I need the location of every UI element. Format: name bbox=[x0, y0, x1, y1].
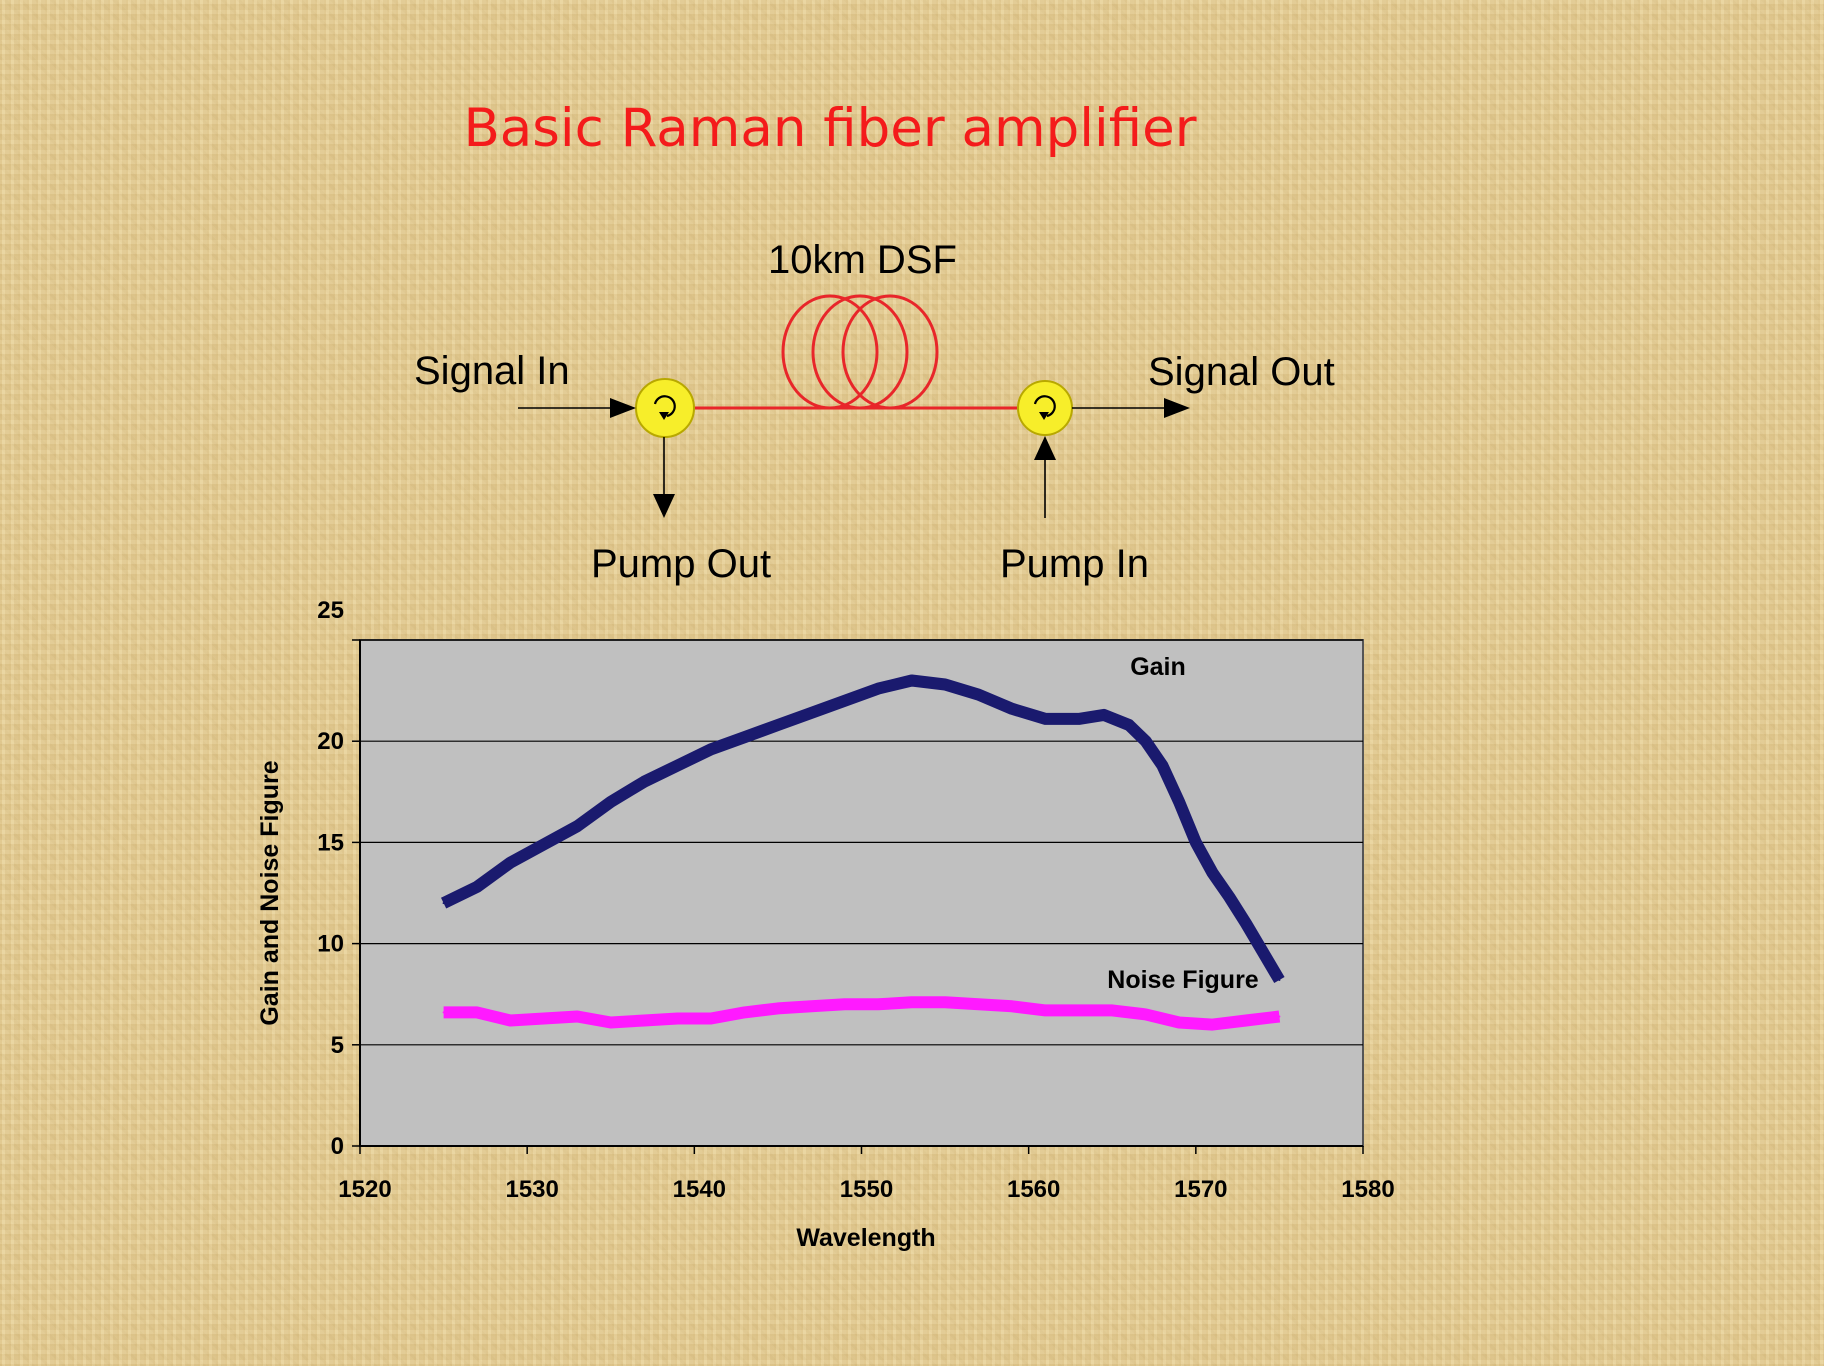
data-point bbox=[1278, 979, 1281, 982]
data-point bbox=[710, 1017, 713, 1020]
data-point bbox=[810, 711, 813, 714]
data-point bbox=[1211, 1023, 1214, 1026]
data-point bbox=[676, 1017, 679, 1020]
data-point bbox=[476, 885, 479, 888]
data-point bbox=[1161, 764, 1164, 767]
data-point bbox=[944, 1001, 947, 1004]
x-tick-label: 1540 bbox=[673, 1176, 726, 1203]
data-point bbox=[1244, 922, 1247, 925]
data-point bbox=[1127, 724, 1130, 727]
data-point bbox=[576, 825, 579, 828]
data-point bbox=[1010, 707, 1013, 710]
plot-area bbox=[359, 639, 1364, 1147]
data-point bbox=[1194, 841, 1197, 844]
data-point bbox=[542, 843, 545, 846]
data-point bbox=[1144, 740, 1147, 743]
data-point bbox=[576, 1015, 579, 1018]
data-point bbox=[609, 800, 612, 803]
data-point bbox=[810, 1005, 813, 1008]
y-tick-label: 5 bbox=[331, 1032, 344, 1059]
pump-out-arrow bbox=[653, 437, 675, 518]
data-point bbox=[1102, 713, 1105, 716]
data-point bbox=[877, 1003, 880, 1006]
x-tick-label: 1550 bbox=[840, 1176, 893, 1203]
output-circulator bbox=[1017, 380, 1073, 436]
signal-in-arrow bbox=[518, 398, 636, 418]
data-point bbox=[542, 1017, 545, 1020]
x-axis-title: Wavelength bbox=[796, 1224, 935, 1252]
data-point bbox=[1211, 871, 1214, 874]
data-point bbox=[1144, 1013, 1147, 1016]
data-point bbox=[509, 1019, 512, 1022]
data-point bbox=[676, 764, 679, 767]
data-point bbox=[476, 1011, 479, 1014]
data-point bbox=[977, 1003, 980, 1006]
slide-title: Basic Raman fiber amplifier bbox=[463, 98, 1197, 159]
data-point bbox=[1178, 1021, 1181, 1024]
pump-in-arrow bbox=[1034, 436, 1056, 518]
y-axis-title: Gain and Noise Figure bbox=[256, 760, 284, 1025]
data-point bbox=[1228, 896, 1231, 899]
data-point bbox=[643, 780, 646, 783]
data-point bbox=[710, 748, 713, 751]
data-point bbox=[509, 861, 512, 864]
data-point bbox=[442, 1011, 445, 1014]
data-point bbox=[1111, 1009, 1114, 1012]
data-point bbox=[1077, 1009, 1080, 1012]
x-tick-label: 1530 bbox=[505, 1176, 558, 1203]
data-point bbox=[1044, 717, 1047, 720]
pump-in-label: Pump In bbox=[1000, 542, 1149, 586]
data-point bbox=[442, 902, 445, 905]
data-point bbox=[910, 679, 913, 682]
data-point bbox=[776, 1007, 779, 1010]
data-point bbox=[1178, 800, 1181, 803]
x-tick-label: 1580 bbox=[1341, 1176, 1394, 1203]
data-point bbox=[1044, 1009, 1047, 1012]
data-point bbox=[944, 683, 947, 686]
data-point bbox=[1244, 1019, 1247, 1022]
data-point bbox=[1278, 1015, 1281, 1018]
y-tick-label: 10 bbox=[317, 931, 344, 958]
raman-amplifier-diagram bbox=[518, 294, 1190, 518]
data-point bbox=[743, 736, 746, 739]
x-tick-label: 1560 bbox=[1007, 1176, 1060, 1203]
signal-in-label: Signal In bbox=[414, 349, 570, 393]
data-point bbox=[977, 693, 980, 696]
y-tick-label: 20 bbox=[317, 728, 344, 755]
x-tick-label: 1520 bbox=[338, 1176, 391, 1203]
data-point bbox=[843, 699, 846, 702]
signal-out-arrow bbox=[1072, 398, 1190, 418]
data-point bbox=[743, 1011, 746, 1014]
series-line-noise-figure bbox=[443, 996, 1281, 1031]
y-tick-label: 15 bbox=[317, 829, 344, 856]
series-label-gain: Gain bbox=[1130, 653, 1186, 681]
data-point bbox=[843, 1003, 846, 1006]
data-point bbox=[1010, 1005, 1013, 1008]
fiber-label: 10km DSF bbox=[768, 238, 957, 282]
x-tick-label: 1570 bbox=[1174, 1176, 1227, 1203]
y-tick-label: 0 bbox=[331, 1133, 344, 1160]
data-point bbox=[776, 724, 779, 727]
series-label-noise-figure: Noise Figure bbox=[1107, 966, 1259, 994]
signal-out-label: Signal Out bbox=[1148, 350, 1335, 394]
data-point bbox=[643, 1019, 646, 1022]
y-tick-label: 25 bbox=[317, 597, 344, 624]
data-point bbox=[1077, 717, 1080, 720]
data-point bbox=[910, 1001, 913, 1004]
data-point bbox=[877, 687, 880, 690]
pump-out-label: Pump Out bbox=[591, 542, 772, 586]
data-point bbox=[1261, 950, 1264, 953]
fiber-coil bbox=[781, 294, 939, 410]
data-point bbox=[609, 1021, 612, 1024]
